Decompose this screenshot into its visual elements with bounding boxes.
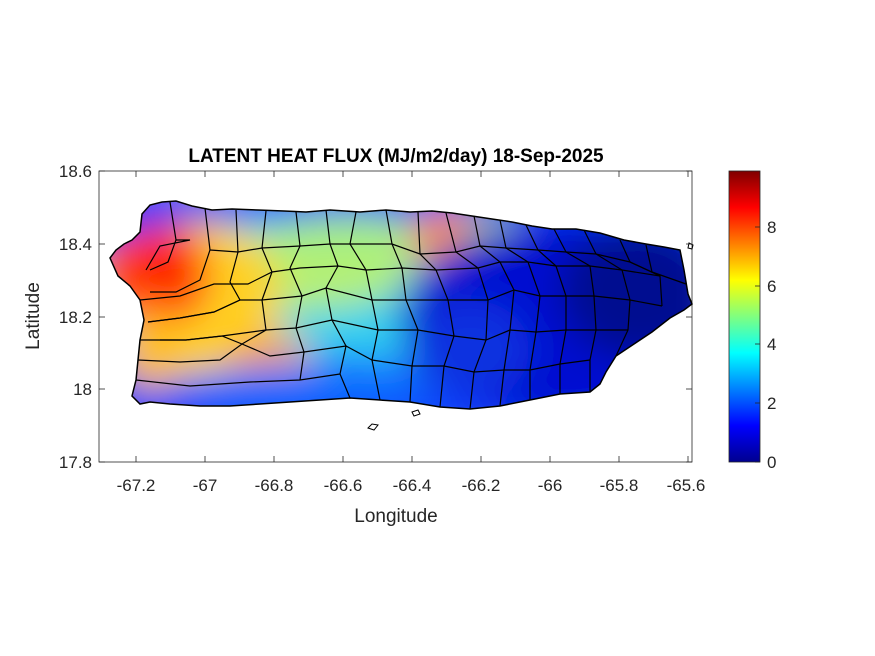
y-tick-labels: 18.6 18.4 18.2 18 17.8	[59, 162, 92, 472]
x-axis-label: Longitude	[354, 506, 437, 527]
colorbar-tick-label: 0	[767, 453, 776, 472]
colorbar-gradient	[728, 170, 761, 463]
y-tick-label: 17.8	[59, 453, 92, 472]
y-tick-label: 18.4	[59, 235, 92, 254]
x-tick-label: -66.4	[393, 476, 432, 495]
chart-title: LATENT HEAT FLUX (MJ/m2/day) 18-Sep-2025	[188, 146, 604, 167]
x-tick-label: -66	[538, 476, 563, 495]
colorbar-tick-label: 6	[767, 277, 776, 296]
colorbar-tick-label: 2	[767, 394, 776, 413]
y-axis	[99, 170, 692, 463]
y-axis-label: Latitude	[23, 282, 44, 350]
y-tick-label: 18.2	[59, 308, 92, 327]
colorbar-tick-label: 8	[767, 218, 776, 237]
x-tick-label: -66.6	[324, 476, 363, 495]
colorbar: 0 2 4 6 8	[728, 170, 776, 472]
x-tick-label: -67.2	[117, 476, 156, 495]
x-axis	[135, 171, 689, 462]
x-tick-label: -66.8	[255, 476, 294, 495]
x-tick-label: -65.6	[667, 476, 706, 495]
colorbar-tick-label: 4	[767, 335, 776, 354]
island-outline	[109, 200, 693, 410]
x-tick-labels: -67.2 -67 -66.8 -66.6 -66.4 -66.2 -66 -6…	[117, 476, 706, 495]
y-tick-label: 18	[73, 380, 92, 399]
x-tick-label: -65.8	[600, 476, 639, 495]
x-tick-label: -67	[193, 476, 218, 495]
y-tick-label: 18.6	[59, 162, 92, 181]
municipal-boundaries	[109, 200, 694, 431]
x-tick-label: -66.2	[462, 476, 501, 495]
